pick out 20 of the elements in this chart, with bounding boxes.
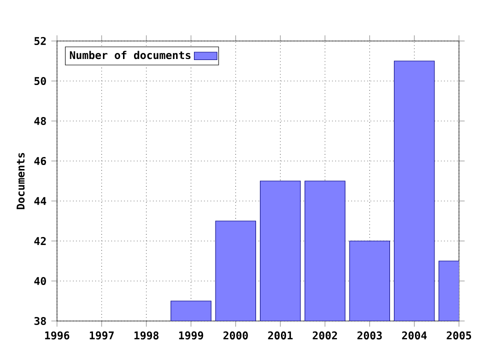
y-tick-label: 48	[34, 116, 46, 126]
x-tick-label: 1997	[90, 331, 114, 340]
y-tick-label: 50	[34, 76, 46, 86]
x-tick-label: 2001	[268, 331, 293, 340]
y-axis-title: Documents	[16, 152, 25, 210]
legend-label: Number of documents	[70, 50, 190, 60]
x-tick-label: 1996	[45, 331, 70, 340]
y-tick-label: 42	[34, 237, 46, 245]
x-tick-label: 2003	[357, 331, 382, 340]
x-tick-label: 1998	[134, 331, 159, 340]
y-tick-label: 44	[34, 197, 46, 205]
y-tick-label: 46	[34, 156, 46, 166]
y-tick-label: 40	[34, 276, 46, 286]
x-tick-label: 2002	[312, 331, 337, 340]
x-tick-label: 2000	[223, 331, 248, 340]
y-tick-label: 38	[34, 316, 46, 326]
x-tick-label: 2005	[446, 331, 472, 340]
x-tick-label: 1999	[179, 331, 204, 340]
x-tick-label: 2004	[402, 331, 427, 340]
y-tick-label: 52	[34, 36, 46, 46]
